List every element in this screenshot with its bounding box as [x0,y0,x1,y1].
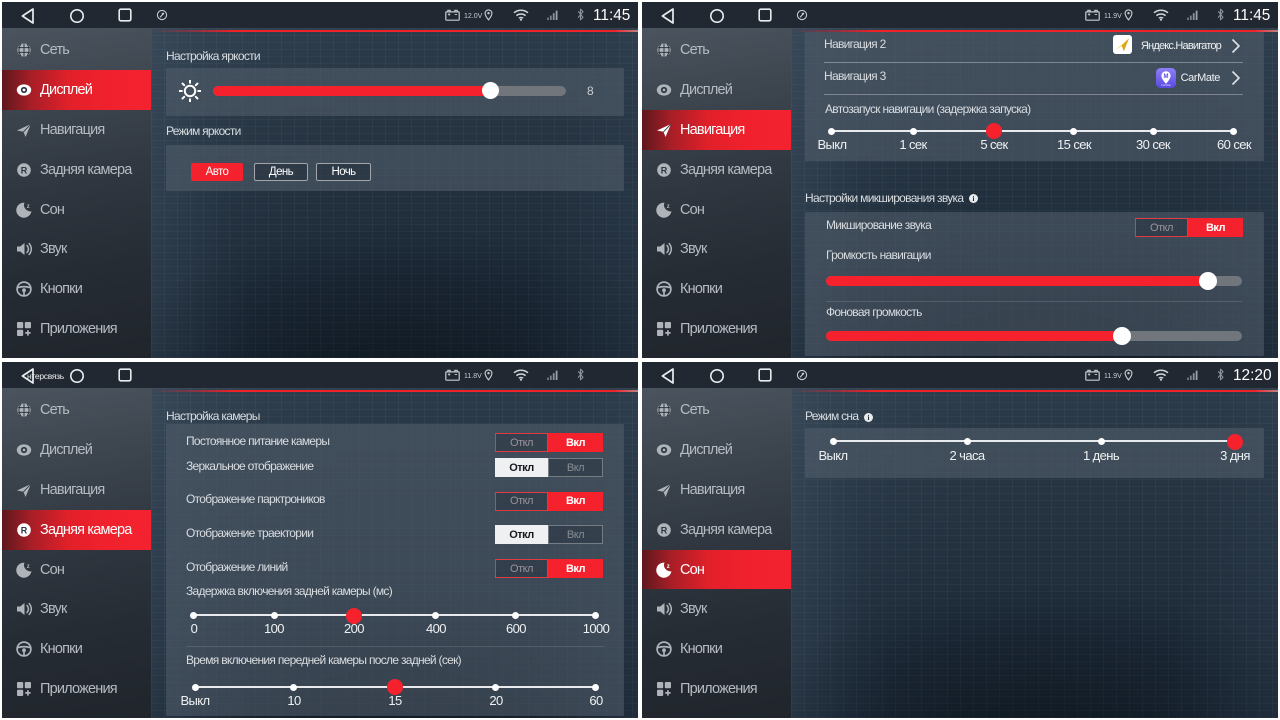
svg-text:z: z [27,203,30,209]
svg-text:R: R [21,525,28,535]
svg-text:R: R [21,165,28,175]
svg-text:CarMate: CarMate [1161,83,1172,87]
svg-text:R: R [661,165,668,175]
svg-text:R: R [661,525,668,535]
svg-text:M: M [1164,74,1169,80]
svg-text:z: z [667,563,670,569]
svg-text:z: z [667,203,670,209]
svg-text:z: z [27,563,30,569]
